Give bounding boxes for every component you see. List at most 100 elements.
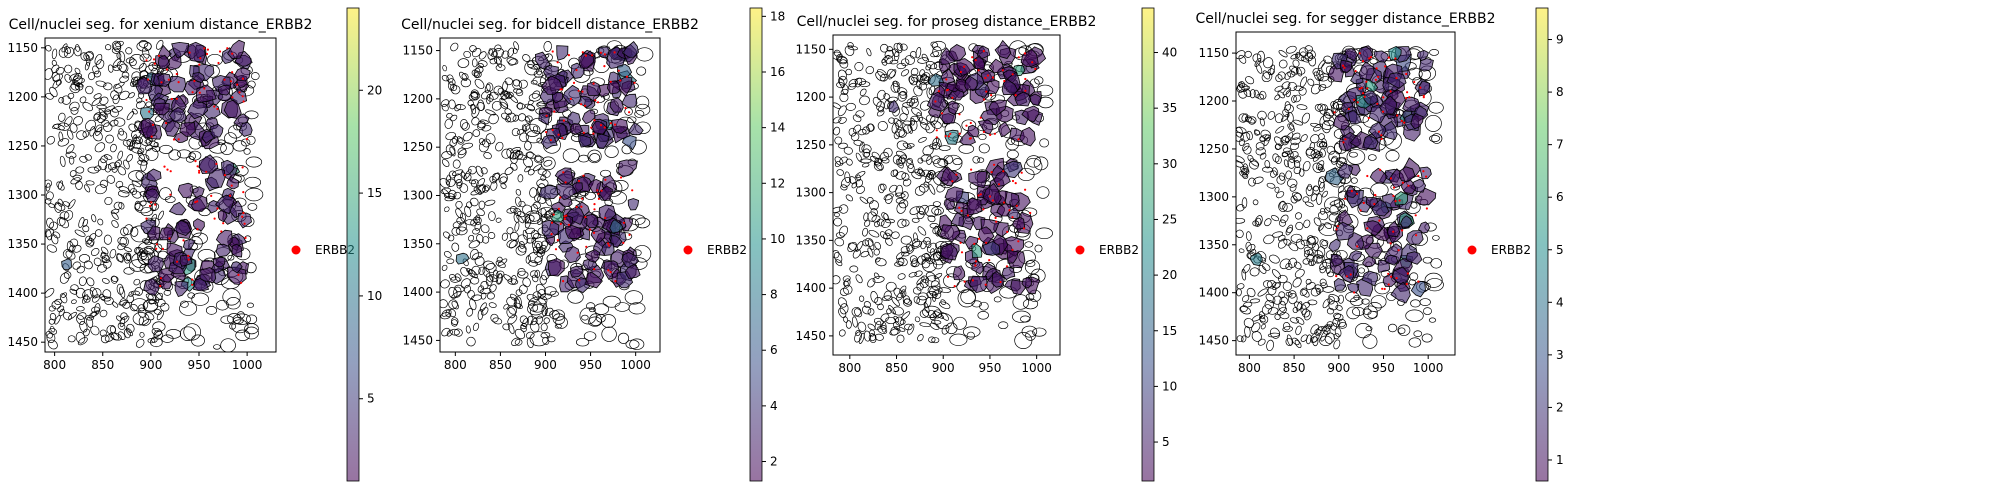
- transcript-point: [1375, 67, 1378, 70]
- nucleus-outline: [878, 106, 884, 113]
- nucleus-outline: [93, 257, 102, 266]
- nucleus-outline: [136, 97, 143, 104]
- nucleus-outline: [529, 187, 538, 198]
- nucleus-outline: [45, 44, 52, 52]
- cell-outline: [1352, 306, 1365, 317]
- transcript-point: [622, 241, 625, 244]
- transcript-point: [604, 216, 607, 219]
- y-tick-label: 1450: [795, 329, 826, 343]
- nucleus-outline: [893, 118, 902, 127]
- nucleus-outline: [467, 99, 474, 107]
- cell: [1249, 252, 1263, 267]
- nucleus-outline: [148, 61, 158, 72]
- nucleus-outline: [59, 217, 69, 229]
- transcript-point: [1335, 275, 1338, 278]
- nucleus-outline: [843, 285, 853, 295]
- nucleus-outline: [488, 302, 497, 308]
- nucleus-outline: [78, 276, 87, 286]
- nucleus-outline: [1310, 149, 1320, 159]
- nucleus-outline: [897, 90, 908, 102]
- nucleus-outline: [98, 158, 108, 171]
- cell: [1369, 167, 1388, 184]
- cell-outline: [1326, 321, 1334, 328]
- nucleus-outline: [471, 107, 480, 118]
- transcript-point: [1366, 227, 1369, 230]
- nucleus-outline: [912, 238, 921, 248]
- cell-outline: [934, 313, 953, 330]
- cell-outline: [602, 295, 621, 308]
- cell-outline: [1385, 150, 1400, 162]
- nucleus-outline: [473, 216, 481, 224]
- transcript-point: [193, 79, 196, 83]
- nucleus-outline: [77, 337, 88, 346]
- cell-outline: [213, 344, 221, 350]
- transcript-point: [628, 111, 631, 114]
- nuclei-outlines: [440, 40, 654, 350]
- nucleus-outline: [1263, 57, 1274, 69]
- nucleus-outline: [461, 73, 469, 81]
- transcript-point: [1005, 265, 1009, 268]
- x-tick-label: 900: [1327, 361, 1350, 375]
- cell: [187, 99, 209, 120]
- transcript-point: [1002, 170, 1005, 173]
- cell-outline: [246, 135, 256, 145]
- nucleus-outline: [1304, 45, 1313, 54]
- cell-outline: [977, 311, 989, 320]
- nucleus-outline: [526, 337, 534, 348]
- nucleus-outline: [45, 228, 52, 241]
- cell: [145, 188, 160, 203]
- cell-outline: [179, 301, 198, 316]
- nucleus-outline: [1287, 81, 1297, 92]
- nucleus-outline: [515, 245, 527, 256]
- cell-outline: [1424, 272, 1443, 288]
- nucleus-outline: [139, 331, 145, 338]
- nucleus-outline: [885, 237, 893, 246]
- cell-outline: [1025, 330, 1036, 341]
- nucleus-outline: [492, 173, 501, 181]
- nucleus-outline: [837, 297, 848, 308]
- nucleus-outline: [940, 312, 949, 321]
- nucleus-outline: [1320, 330, 1328, 342]
- cell-outline: [555, 316, 568, 329]
- transcript-point: [607, 269, 610, 272]
- nucleus-outline: [1312, 185, 1319, 192]
- nucleus-outline: [451, 85, 461, 95]
- cell-outline: [1318, 76, 1333, 88]
- y-tick-label: 1300: [402, 188, 433, 202]
- cell: [534, 51, 551, 70]
- nucleus-outline: [921, 53, 928, 62]
- transcript-point: [1024, 89, 1027, 92]
- transcript-point: [1384, 65, 1387, 68]
- transcript-point: [597, 197, 601, 200]
- nucleus-outline: [156, 310, 164, 321]
- cell: [971, 261, 985, 275]
- nucleus-outline: [460, 278, 471, 289]
- transcript-point: [985, 90, 988, 93]
- nucleus-outline: [851, 181, 858, 189]
- nucleus-outline: [503, 274, 513, 282]
- nucleus-outline: [76, 314, 85, 325]
- cell: [1361, 255, 1377, 268]
- colorbar-tick-label: 5: [367, 392, 375, 406]
- nucleus-outline: [126, 139, 134, 147]
- nucleus-outline: [46, 136, 55, 145]
- nucleus-outline: [1292, 277, 1302, 288]
- nucleus-outline: [1238, 113, 1248, 123]
- nucleus-outline: [489, 175, 497, 184]
- nucleus-outline: [499, 176, 508, 183]
- cell: [191, 195, 208, 212]
- cell-outline: [1319, 335, 1333, 346]
- nucleus-outline: [1300, 334, 1308, 342]
- transcript-point: [145, 98, 148, 102]
- transcript-point: [1415, 234, 1418, 237]
- transcript-point: [553, 110, 556, 113]
- nucleus-outline: [493, 85, 504, 96]
- nucleus-outline: [478, 266, 486, 275]
- cell: [230, 261, 243, 274]
- transcript-point: [580, 103, 583, 106]
- nucleus-outline: [451, 242, 460, 252]
- cell: [223, 99, 242, 119]
- y-tick-label: 1150: [402, 44, 433, 58]
- cell: [586, 81, 602, 96]
- colorbar-tick-label: 6: [1556, 190, 1564, 204]
